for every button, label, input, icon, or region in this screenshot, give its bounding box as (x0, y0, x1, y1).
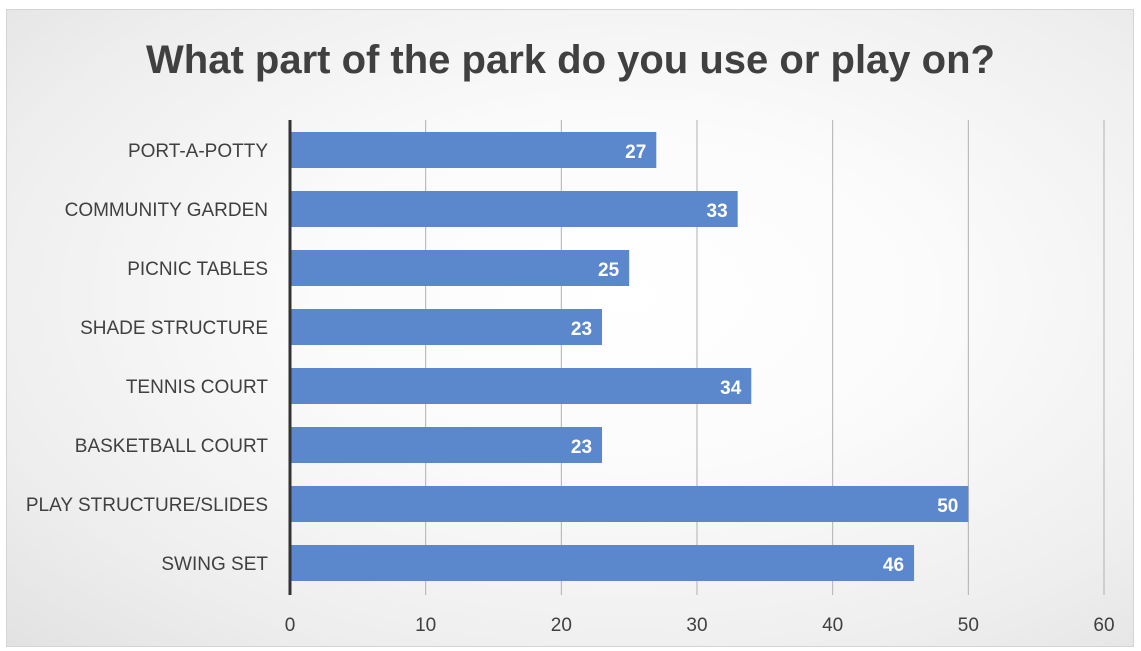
data-label: 27 (625, 142, 646, 163)
x-tick-label: 30 (686, 615, 707, 636)
data-label: 23 (571, 437, 592, 458)
bar (290, 545, 915, 581)
data-label: 46 (883, 555, 904, 576)
category-label: SHADE STRUCTURE (80, 318, 268, 339)
category-label: TENNIS COURT (126, 377, 269, 398)
x-tick-label: 20 (551, 615, 572, 636)
category-label: PICNIC TABLES (127, 259, 268, 280)
category-label: COMMUNITY GARDEN (65, 200, 268, 221)
x-tick-label: 60 (1093, 615, 1114, 636)
category-label: PORT-A-POTTY (128, 141, 268, 162)
chart-title: What part of the park do you use or play… (146, 38, 995, 82)
bar (290, 250, 630, 286)
bar (290, 191, 738, 227)
data-label: 34 (720, 378, 742, 399)
x-tick-label: 50 (958, 615, 979, 636)
data-label: 25 (598, 260, 620, 281)
data-label: 50 (937, 496, 958, 517)
data-label: 33 (707, 201, 728, 222)
bar (290, 368, 752, 404)
bar (290, 427, 603, 463)
x-tick-label: 0 (285, 615, 296, 636)
data-label: 23 (571, 319, 592, 340)
bar (290, 132, 657, 168)
bar (290, 486, 969, 522)
category-label: BASKETBALL COURT (75, 436, 269, 457)
bar (290, 309, 603, 345)
category-label: SWING SET (161, 554, 268, 575)
x-tick-label: 10 (415, 615, 436, 636)
x-tick-label: 40 (822, 615, 843, 636)
category-label: PLAY STRUCTURE/SLIDES (26, 495, 268, 516)
